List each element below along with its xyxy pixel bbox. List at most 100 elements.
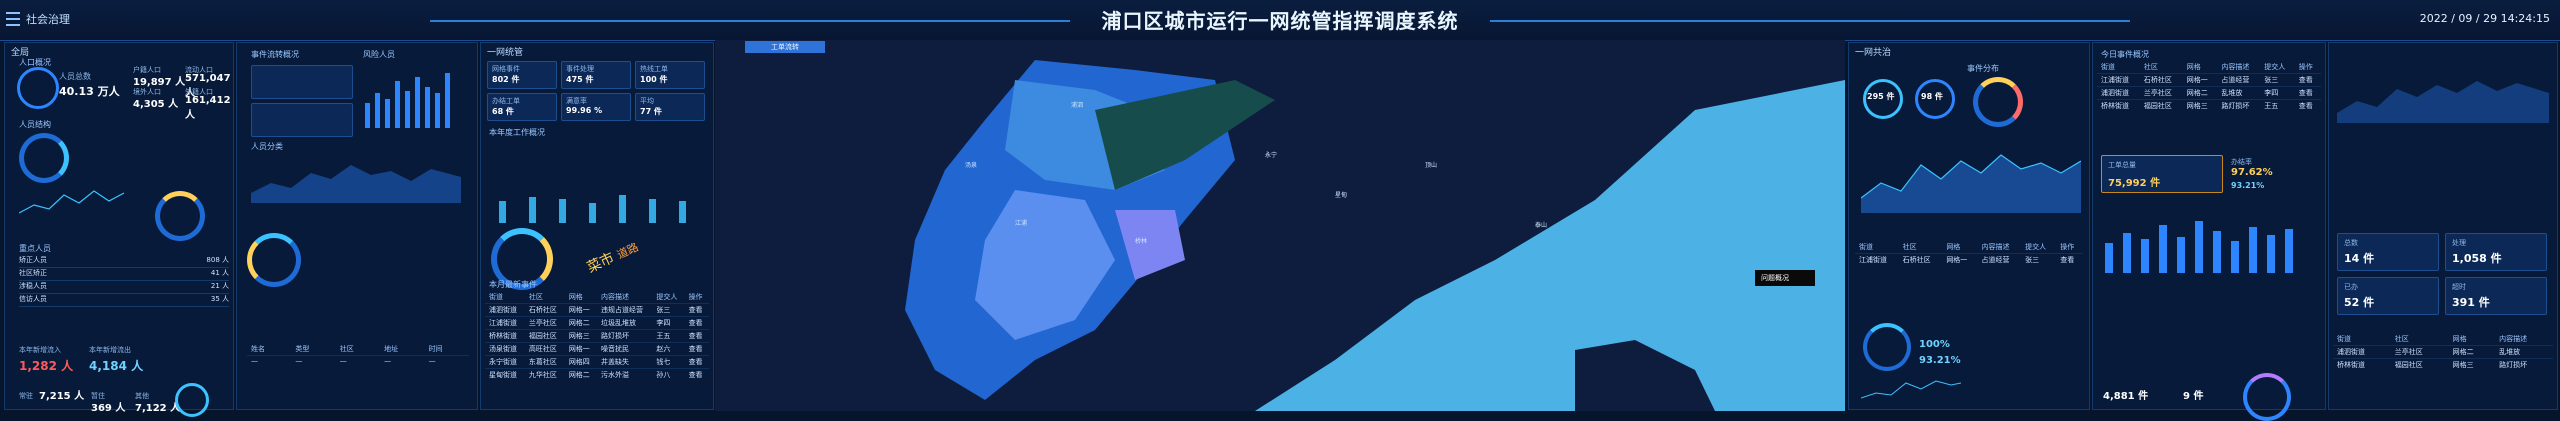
section-title-3: 一网共治 xyxy=(1855,48,1892,58)
gauge-2-value: 98 件 xyxy=(1921,92,1943,101)
map-label: 顶山 xyxy=(1425,162,1438,169)
structure-line-chart xyxy=(19,190,125,214)
people-type-title: 人员分类 xyxy=(251,142,283,151)
big-number-card[interactable]: 处理 1,058 件 xyxy=(2445,233,2547,271)
title-wing-left xyxy=(430,20,1070,22)
temp-value: 369 人 xyxy=(91,403,126,414)
kpi-card[interactable]: 满意率 99.96 % xyxy=(561,93,631,121)
table-row[interactable]: 永宁街道 东葛社区 网格四 井盖缺失 钱七 查看 xyxy=(485,355,709,369)
big-number-card[interactable]: 已办 52 件 xyxy=(2337,277,2439,315)
table-row[interactable]: 浦泗街道 兰亭社区 网格二 乱堆放 李四 查看 xyxy=(2097,86,2321,100)
table-row[interactable]: 桥林街道 福园社区 网格三 路灯损坏 xyxy=(2333,358,2553,371)
other-pop-value: 161,412 人 xyxy=(185,95,231,121)
list-item: 矫正人员 808 人 xyxy=(19,255,229,268)
people-count-list: 矫正人员 808 人 社区矫正 41 人 涉稳人员 21 人 信访人员 35 人 xyxy=(19,255,229,307)
structure-donut xyxy=(19,133,69,183)
work-chart-title: 本年度工作概况 xyxy=(489,128,545,137)
kpi-card[interactable]: 事件处理 475 件 xyxy=(561,61,631,89)
event-popup-label[interactable]: 问题概况 xyxy=(1761,274,1789,282)
completion-label: 办结率 xyxy=(2231,158,2252,166)
event-box-1 xyxy=(251,65,353,99)
table-row[interactable]: 浦泗街道 石桥社区 网格一 违规占道经营 张三 查看 xyxy=(485,303,709,317)
outflow-value: 4,184 人 xyxy=(89,359,144,373)
gauge-ring-icon xyxy=(1915,79,1955,119)
risk-title: 风险人员 xyxy=(363,50,395,59)
distribution-donut xyxy=(1973,77,2023,127)
trend-area-chart xyxy=(1861,154,2081,213)
other-bottom-label: 其他 xyxy=(135,392,149,400)
pop-total-label: 人员总数 xyxy=(59,72,91,81)
kpi-card[interactable]: 办结工单 68 件 xyxy=(487,93,557,121)
progress-2: 93.21% xyxy=(1919,355,1961,366)
table-row[interactable]: 浦泗街道 兰亭社区 网格二 乱堆放 xyxy=(2333,345,2553,359)
gauge-donut xyxy=(247,233,301,287)
kpi-grid: 网格事件 802 件 事件处理 475 件 热线工单 100 件 办结工单 68 件 满… xyxy=(487,61,707,161)
table-row[interactable]: 星甸街道 九华社区 网格二 污水外溢 孙八 查看 xyxy=(485,368,709,381)
event-box-2 xyxy=(251,103,353,137)
outflow-label: 本年新增流出 xyxy=(89,346,131,354)
kpi-card[interactable]: 热线工单 100 件 xyxy=(635,61,705,89)
gauge-ring-icon xyxy=(1863,79,1903,119)
kpi-card[interactable]: 平均 77 件 xyxy=(635,93,705,121)
progress-1: 100% xyxy=(1919,339,1950,350)
orders-bar-chart xyxy=(2105,221,2293,273)
table-row[interactable]: — — — — — xyxy=(247,355,469,366)
gauge-1-value: 295 件 xyxy=(1867,92,1895,101)
risk-donut xyxy=(155,191,205,241)
summary-title: 今日事件概况 xyxy=(2101,50,2149,59)
mid-left-panel: 一网统管 网格事件 802 件 事件处理 475 件 热线工单 100 件 办结工单 6… xyxy=(480,42,714,410)
map-label: 江浦 xyxy=(1015,220,1028,227)
map-label: 星甸 xyxy=(1335,192,1348,199)
section-title-2: 一网统管 xyxy=(487,48,524,58)
right-panel-c: 总数 14 件 处理 1,058 件 已办 52 件 超时 391 件 街道 社区 网格 内容… xyxy=(2328,42,2558,410)
completion-value: 97.62% xyxy=(2231,167,2273,178)
nav-label[interactable]: 社会治理 xyxy=(26,13,70,26)
map-tab-button[interactable]: 工单流转 xyxy=(745,41,825,53)
right-panel-a: 一网共治 295 件 98 件 事件分布 街道 社区 网格 内容描述 提交人 操作 江浦街… xyxy=(1848,42,2090,410)
kpi-card[interactable]: 网格事件 802 件 xyxy=(487,61,557,89)
bottom-ring xyxy=(2243,373,2291,421)
big-number-card[interactable]: 超时 391 件 xyxy=(2445,277,2547,315)
big-number-card[interactable]: 总数 14 件 xyxy=(2337,233,2439,271)
right-event-table: 街道 社区 网格 内容描述 提交人 操作 江浦街道 石桥社区 网格一 占道经营 张三 查看 xyxy=(1855,241,2083,266)
bottom-mini-chart xyxy=(1861,380,1961,399)
temp-label: 暂住 xyxy=(91,392,105,400)
map-view[interactable]: 工单流转 浦泗 江浦 汤泉 桥林 永宁 星甸 顶山 泰山 问题概况 xyxy=(715,40,1845,411)
menu-icon[interactable] xyxy=(6,12,20,26)
table-row[interactable]: 桥林街道 福园社区 网格三 路灯损坏 王五 查看 xyxy=(2097,99,2321,112)
event-table: 街道 社区 网格 内容描述 提交人 操作 浦泗街道 石桥社区 网格一 违规占道经营 张三 查看 江浦… xyxy=(485,291,709,381)
reg-pop-label: 户籍人口 xyxy=(133,66,161,74)
list-item: 社区矫正 41 人 xyxy=(19,268,229,281)
other-bottom-value: 7,122 人 xyxy=(135,403,181,414)
event-distribution-title: 事件分布 xyxy=(1967,64,1999,73)
bottom-right-table: 街道 社区 网格 内容描述 浦泗街道 兰亭社区 网格二 乱堆放 桥林街道 福园社区 网格三 路灯损… xyxy=(2333,333,2553,371)
right-panel-b: 今日事件概况 街道 社区 网格 内容描述 提交人 操作 江浦街道 石桥社区 网格一 占道经营 张三… xyxy=(2092,42,2326,421)
event-popup[interactable] xyxy=(1755,270,1815,286)
table-row[interactable]: 桥林街道 福园社区 网格三 路灯损坏 王五 查看 xyxy=(485,329,709,343)
left-panel-a: 全局 人口概况 人员总数 40.13 万人 户籍人口 19,897 人 流动人口… xyxy=(4,42,234,417)
resident-value: 7,215 人 xyxy=(39,391,85,402)
nav-menu[interactable]: 社会治理 xyxy=(6,10,70,28)
population-title: 人口概况 xyxy=(19,58,51,67)
inflow-label: 本年新增流入 xyxy=(19,346,61,354)
map-label: 浦泗 xyxy=(1071,102,1084,109)
table-row[interactable]: 江浦街道 石桥社区 网格一 占道经营 张三 查看 xyxy=(2097,73,2321,87)
float-pop-value: 571,047 人 xyxy=(185,73,231,99)
bottom-value: 4,881 件 xyxy=(2103,391,2149,402)
trend-chart xyxy=(2337,81,2549,123)
map-label: 泰山 xyxy=(1535,222,1548,229)
other-pop-label: 外籍人口 xyxy=(185,88,213,96)
datetime: 2022 / 09 / 29 14:24:15 xyxy=(2419,12,2550,25)
structure-title: 人员结构 xyxy=(19,120,51,129)
page-title: 浦口区城市运行一网统管指挥调度系统 xyxy=(1101,9,1459,33)
home-ring-icon xyxy=(175,383,209,417)
table-row[interactable]: 江浦街道 兰亭社区 网格二 垃圾乱堆放 李四 查看 xyxy=(485,316,709,330)
section-title: 全局 xyxy=(11,48,30,58)
event-donut xyxy=(491,228,553,290)
table-row[interactable]: 江浦街道 石桥社区 网格一 占道经营 张三 查看 xyxy=(1855,253,2083,266)
work-order-box: 工单总量 75,992 件 xyxy=(2101,155,2223,193)
abroad-label: 境外人口 xyxy=(133,88,161,96)
map-canvas[interactable] xyxy=(715,40,1845,411)
table-row[interactable]: 汤泉街道 高旺社区 网格一 噪音扰民 赵六 查看 xyxy=(485,342,709,356)
population-ring-icon xyxy=(17,67,59,109)
